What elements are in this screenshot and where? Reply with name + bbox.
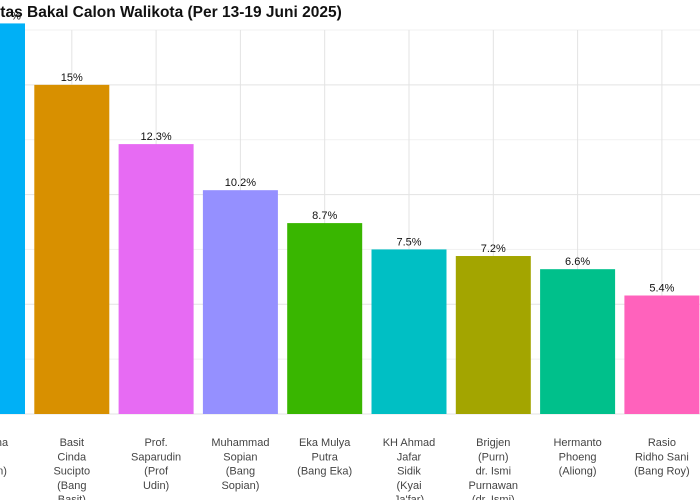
data-label: 15% xyxy=(61,72,83,84)
x-tick-label-line: n) xyxy=(0,466,7,478)
x-tick-label-line: Eka Mulya xyxy=(299,437,351,449)
x-tick-label-line: (Bang Eka) xyxy=(297,466,352,478)
x-tick-label: Brigjen (Purn) dr. Ismi Purnawan (dr. Ismi) xyxy=(469,437,519,500)
x-tick-label-line: Rasio xyxy=(648,437,676,449)
x-tick-label-line: Muhammad xyxy=(211,437,269,449)
x-tick-label-line: Phoeng xyxy=(559,451,597,463)
x-tick-label-line: Saparudin xyxy=(131,451,181,463)
x-tick-label: Basit Cinda Sucipto (Bang Basit) xyxy=(53,437,90,500)
x-tick-label-line: Ridho Sani xyxy=(635,451,689,463)
bar xyxy=(455,256,531,414)
bar xyxy=(34,84,110,414)
bar xyxy=(202,190,278,414)
chart-title: itas Bakal Calon Walikota (Per 13-19 Jun… xyxy=(0,4,342,21)
x-tick-label-line: na xyxy=(0,437,9,449)
x-tick-label-line: Udin) xyxy=(143,480,169,492)
x-tick-label-line: (Prof xyxy=(144,466,169,478)
x-tick-label: Muhammad Sopian (Bang Sopian) xyxy=(211,437,269,492)
bar xyxy=(0,23,25,414)
data-label: 7.5% xyxy=(396,236,421,248)
data-label: 7.2% xyxy=(481,243,506,255)
bar xyxy=(371,249,447,414)
x-tick-label-line: (Bang Roy) xyxy=(634,466,690,478)
x-tick-label-line: (Bang xyxy=(57,480,86,492)
data-label: % xyxy=(11,10,21,22)
data-label: 5.4% xyxy=(649,283,674,295)
data-label: 6.6% xyxy=(565,256,590,268)
bars xyxy=(0,23,700,415)
data-labels: % 15% 12.3% 10.2% 8.7% 7.5% 7.2% 6.6% 5.4% xyxy=(11,10,675,294)
bar xyxy=(118,144,194,415)
x-tick-label-line: Hermanto xyxy=(553,437,601,449)
x-tick-label: na n) xyxy=(0,437,9,478)
x-tick-label: KH Ahmad Jafar Sidik (Kyai Ja'far) xyxy=(383,437,436,500)
bar xyxy=(624,295,700,414)
x-tick-label-line: (dr. Ismi) xyxy=(472,494,515,500)
x-tick-label-line: Ja'far) xyxy=(394,494,424,500)
x-tick-label-line: (Kyai xyxy=(396,480,421,492)
x-tick-label-line: (Bang xyxy=(226,466,255,478)
data-label: 10.2% xyxy=(225,177,256,189)
x-tick-label-line: Basit xyxy=(60,437,84,449)
x-tick-label-line: Sopian xyxy=(223,451,257,463)
bar xyxy=(287,223,363,414)
x-tick-label-line: Sidik xyxy=(397,466,421,478)
x-tick-label-line: Cinda xyxy=(57,451,87,463)
data-label: 8.7% xyxy=(312,210,337,222)
x-tick-labels: na n) Basit Cinda Sucipto (Bang Basit) Prof. Sap… xyxy=(0,437,690,500)
data-label: 12.3% xyxy=(140,131,171,143)
x-tick-label-line: KH Ahmad xyxy=(383,437,436,449)
x-tick-label-line: Brigjen xyxy=(476,437,510,449)
x-tick-label-line: dr. Ismi xyxy=(476,466,511,478)
x-tick-label-line: Basit) xyxy=(58,494,86,500)
x-tick-label: Eka Mulya Putra (Bang Eka) xyxy=(297,437,352,478)
x-tick-label: Rasio Ridho Sani (Bang Roy) xyxy=(634,437,690,478)
x-tick-label-line: (Aliong) xyxy=(559,466,597,478)
x-tick-label-line: Sucipto xyxy=(53,466,90,478)
x-tick-label: Hermanto Phoeng (Aliong) xyxy=(553,437,601,478)
x-tick-label-line: (Purn) xyxy=(478,451,509,463)
x-tick-label-line: Purnawan xyxy=(469,480,519,492)
x-tick-label-line: Jafar xyxy=(397,451,422,463)
x-tick-label-line: Sopian) xyxy=(221,480,259,492)
x-tick-label-line: Prof. xyxy=(144,437,167,449)
x-tick-label-line: Putra xyxy=(312,451,339,463)
x-tick-label: Prof. Saparudin (Prof Udin) xyxy=(131,437,181,492)
bar xyxy=(540,269,616,414)
